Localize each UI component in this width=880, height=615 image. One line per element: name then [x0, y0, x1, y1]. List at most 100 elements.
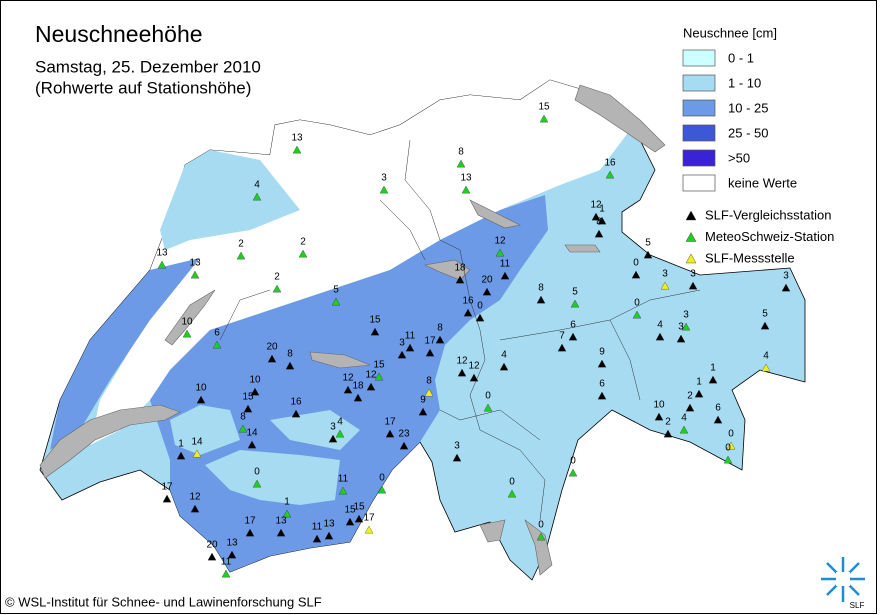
station-value: 20 — [206, 540, 218, 551]
station-marker — [252, 479, 262, 488]
station-marker — [761, 363, 771, 372]
station-value: 15 — [369, 315, 381, 326]
legend-marker — [685, 210, 697, 221]
station-value: 0 — [485, 391, 491, 402]
station-value: 3 — [690, 269, 696, 280]
station-value: 13 — [156, 248, 168, 259]
station-marker — [418, 407, 428, 416]
station-value: 4 — [254, 180, 260, 191]
station-value: 6 — [715, 403, 721, 414]
station-marker — [713, 415, 723, 424]
station-value: 0 — [570, 456, 576, 467]
station-marker — [781, 283, 791, 292]
station-value: 2 — [274, 272, 280, 283]
station-value: 6 — [214, 328, 220, 339]
station-marker — [483, 403, 493, 412]
station-marker — [291, 409, 301, 418]
station-marker — [207, 552, 217, 561]
station-value: 0 — [634, 298, 640, 309]
station-marker — [539, 114, 549, 123]
station-value: 13 — [275, 516, 287, 527]
logo-text: SLF — [850, 601, 865, 610]
station-marker — [370, 327, 380, 336]
station-value: 14 — [246, 428, 258, 439]
lakes — [39, 84, 666, 576]
station-value: 5 — [645, 238, 651, 249]
border — [219, 289, 271, 341]
station-value: 1 — [599, 204, 605, 215]
station-value: 4 — [681, 413, 687, 424]
station-marker — [292, 145, 302, 154]
station-marker — [570, 299, 580, 308]
legend-swatch — [682, 124, 716, 142]
border — [379, 199, 426, 261]
station-value: 2 — [238, 239, 244, 250]
station-marker — [475, 313, 485, 322]
station-marker — [374, 372, 384, 381]
station-marker — [726, 441, 736, 450]
station-marker — [247, 440, 257, 449]
station-marker — [643, 250, 653, 259]
station-marker — [597, 391, 607, 400]
borders — [219, 139, 701, 521]
border — [439, 409, 541, 441]
station-marker — [597, 216, 607, 225]
station-marker — [463, 308, 473, 317]
legend-marker — [685, 232, 697, 242]
station-value: 15 — [538, 102, 550, 113]
station-value: 15 — [353, 502, 365, 513]
station-value: 4 — [337, 417, 343, 428]
station-marker — [243, 404, 253, 413]
station-value: 1 — [284, 497, 290, 508]
subtitle: Samstag, 25. Dezember 2010 — [35, 57, 261, 76]
station-marker — [192, 449, 202, 458]
station-marker — [267, 354, 277, 363]
station-marker — [760, 321, 770, 330]
station-marker — [252, 192, 262, 201]
legend-label: 0 - 1 — [728, 50, 754, 65]
station-value: 4 — [763, 351, 769, 362]
border — [609, 319, 641, 401]
footer: © WSL-Institut für Schnee- und Lawinenfo… — [5, 594, 322, 609]
light-area-south — [205, 450, 340, 505]
light-area-center — [270, 410, 360, 450]
station-value: 6 — [570, 320, 576, 331]
station-value: 8 — [458, 147, 464, 158]
station-value: 7 — [559, 331, 565, 342]
station-marker — [499, 362, 509, 371]
station-value: 0 — [477, 301, 483, 312]
station-marker — [238, 424, 248, 433]
station-marker — [536, 532, 546, 541]
lake — [39, 404, 181, 479]
note: (Rohwerte auf Stationshöhe) — [35, 78, 251, 97]
station-marker — [405, 343, 415, 352]
station-value: 0 — [538, 520, 544, 531]
station-marker — [343, 385, 353, 394]
legend: 0 - 1 1 - 10 10 - 25 25 - 50 >50 keine Werte S… — [682, 49, 834, 265]
station-value: 8 — [596, 217, 602, 228]
lake — [309, 351, 371, 369]
legend-label: 1 - 10 — [728, 75, 761, 90]
lake — [524, 519, 553, 576]
station-value: 17 — [363, 513, 375, 524]
station-marker — [196, 395, 206, 404]
station-marker — [679, 425, 689, 434]
station-marker — [190, 504, 200, 513]
station-value: 17 — [161, 482, 173, 493]
station-marker — [605, 170, 615, 179]
station-value: 11 — [500, 259, 511, 270]
station-marker — [324, 531, 334, 540]
station-marker — [557, 343, 567, 352]
station-marker — [424, 388, 434, 397]
lake — [574, 84, 666, 153]
station-value: 0 — [728, 429, 734, 440]
station-value: 18 — [454, 263, 466, 274]
station-value: 0 — [254, 467, 260, 478]
station-marker — [676, 334, 686, 343]
station-marker — [660, 281, 670, 290]
station-marker — [276, 528, 286, 537]
station-marker — [507, 489, 517, 498]
station-value: 12 — [590, 200, 602, 211]
